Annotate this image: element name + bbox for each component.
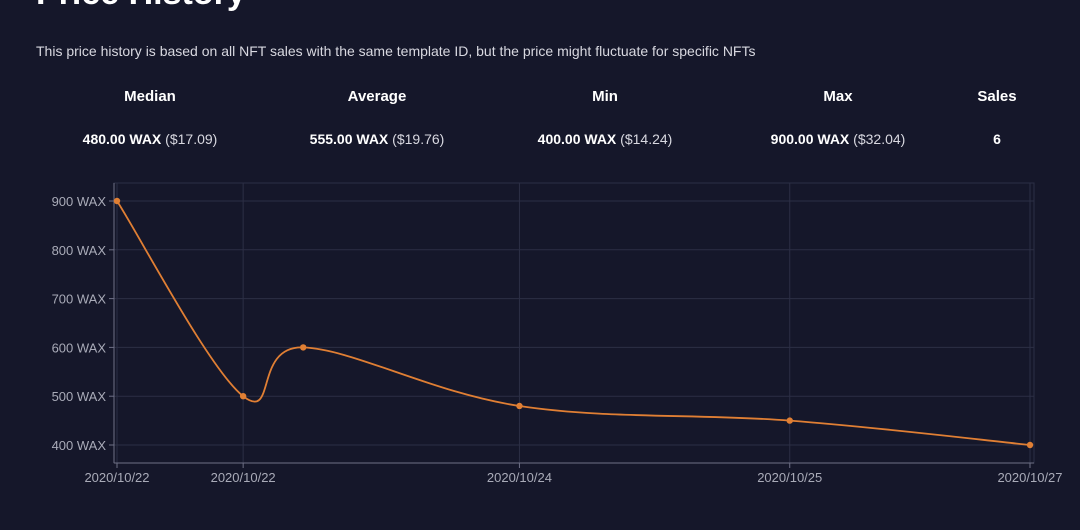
stat-amount: 900.00 WAX (770, 131, 850, 147)
y-tick-label: 400 WAX (52, 438, 107, 453)
stat-average: Average 555.00 WAX ($19.76) (257, 88, 497, 147)
plot-frame (113, 182, 1035, 464)
stat-value: 900.00 WAX ($32.04) (718, 131, 958, 147)
stat-median: Median 480.00 WAX ($17.09) (30, 88, 270, 147)
x-tick-label: 2020/10/27 (997, 470, 1062, 485)
stat-label: Min (592, 88, 618, 105)
x-tick-label: 2020/10/22 (84, 470, 149, 485)
stat-sales: Sales 6 (877, 88, 1080, 147)
stat-value: 6 (877, 131, 1080, 147)
y-tick-label: 700 WAX (52, 292, 107, 307)
stat-label: Max (823, 88, 853, 105)
stat-label: Median (124, 88, 176, 105)
stat-label: Average (347, 88, 407, 105)
x-tick-label: 2020/10/25 (757, 470, 822, 485)
stat-label: Sales (977, 88, 1017, 105)
price-line (116, 200, 1031, 446)
stat-usd: ($14.24) (620, 131, 673, 147)
stat-amount: 6 (993, 131, 1001, 147)
page-title: Price History (36, 0, 246, 13)
stat-amount: 400.00 WAX (537, 131, 617, 147)
y-tick-label: 800 WAX (52, 243, 107, 258)
stat-min: Min 400.00 WAX ($14.24) (485, 88, 725, 147)
stats-row: Median 480.00 WAX ($17.09) Average 555.0… (0, 88, 1080, 158)
stat-amount: 555.00 WAX (309, 131, 389, 147)
stat-amount: 480.00 WAX (82, 131, 162, 147)
x-tick-label: 2020/10/24 (487, 470, 552, 485)
stat-max: Max 900.00 WAX ($32.04) (718, 88, 958, 147)
y-tick-label: 900 WAX (52, 194, 107, 209)
data-point (113, 197, 121, 205)
stat-value: 400.00 WAX ($14.24) (485, 131, 725, 147)
data-point (300, 344, 307, 351)
y-tick-label: 500 WAX (52, 389, 107, 404)
data-point (786, 417, 793, 424)
x-tick-label: 2020/10/22 (211, 470, 276, 485)
stat-value: 480.00 WAX ($17.09) (30, 131, 270, 147)
stat-usd: ($32.04) (853, 131, 906, 147)
stat-usd: ($17.09) (165, 131, 218, 147)
stat-value: 555.00 WAX ($19.76) (257, 131, 497, 147)
y-tick-label: 600 WAX (52, 340, 107, 355)
stat-usd: ($19.76) (392, 131, 445, 147)
price-history-description: This price history is based on all NFT s… (36, 43, 756, 59)
data-point (239, 393, 247, 400)
data-point (516, 402, 523, 410)
data-point (1026, 441, 1034, 449)
